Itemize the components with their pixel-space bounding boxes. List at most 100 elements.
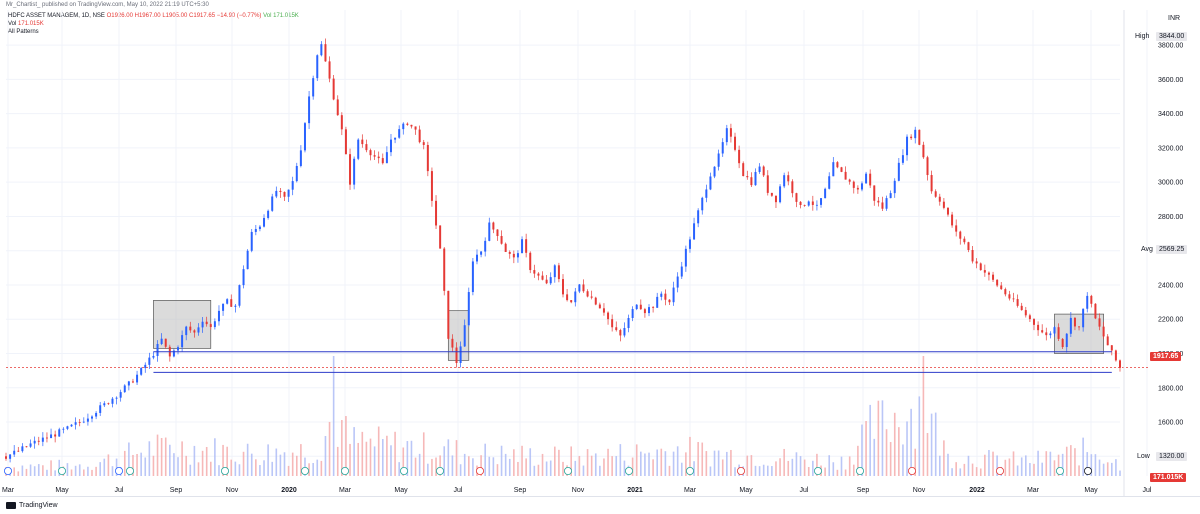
volume-bar	[336, 446, 339, 476]
candle-body	[459, 346, 462, 363]
candle-body	[1069, 317, 1072, 334]
candle-body	[287, 189, 290, 197]
time-axis[interactable]: Mar May Jul Sep Nov 2020 Mar May Jul Sep Nov 2021 Ma…	[2, 487, 1152, 494]
symbol-label[interactable]: HDFC ASSET MANAGEM, 1D, NSE	[8, 13, 105, 19]
last-volume-badge: 171.015K	[1150, 473, 1187, 482]
candle-body	[238, 285, 241, 306]
volume-bar	[1029, 463, 1031, 476]
volume-bar	[504, 453, 507, 476]
candle-body	[488, 222, 491, 241]
volume-bar	[156, 434, 159, 476]
candle-body	[172, 350, 175, 357]
volume-bar	[1074, 448, 1076, 476]
close-value: C1917.65	[189, 13, 216, 19]
volume-bar	[734, 467, 736, 476]
volume-bar	[111, 466, 114, 476]
candle-body	[705, 189, 708, 198]
event-marker-icon	[58, 466, 67, 475]
volume-bar	[836, 469, 839, 476]
event-marker-icon	[4, 466, 12, 475]
patterns-label[interactable]: All Patterns	[8, 29, 39, 35]
volume-bar	[529, 448, 532, 476]
volume-bar	[631, 457, 634, 476]
candle-body	[1057, 327, 1060, 339]
candle-body	[910, 136, 913, 139]
candle-body	[58, 429, 61, 437]
volume-bar	[906, 421, 908, 476]
volume-bar	[472, 458, 474, 476]
candle-body	[357, 139, 360, 159]
volume-bar	[455, 440, 458, 476]
volume-bar	[197, 462, 200, 476]
event-marker-icon	[564, 466, 573, 475]
volume-bar	[938, 455, 941, 476]
volume-bar	[144, 457, 147, 476]
candle-body	[349, 154, 352, 185]
volume-bar	[341, 420, 343, 476]
candle-body	[115, 397, 118, 399]
tradingview-logo[interactable]: TradingView	[6, 502, 58, 509]
candle-body	[570, 300, 573, 303]
candle-body	[639, 304, 642, 310]
candle-body	[70, 424, 73, 427]
volume-bar	[238, 464, 241, 476]
volume-bar	[705, 451, 708, 476]
volume-bar	[611, 456, 613, 476]
candle-body	[234, 305, 237, 307]
candle-body	[140, 368, 143, 375]
volume-bar	[37, 464, 40, 476]
candle-body	[840, 167, 843, 172]
volume-bar	[263, 460, 265, 476]
candle-body	[1110, 345, 1113, 351]
volume-bar	[402, 447, 405, 476]
volume-bar	[517, 461, 519, 476]
event-marker-icon	[399, 466, 408, 475]
volume-bar	[701, 442, 704, 476]
candle-body	[50, 434, 53, 439]
currency-label: INR	[1168, 15, 1181, 22]
volume-bar	[1025, 455, 1027, 476]
volume-bar	[1053, 460, 1056, 476]
volume-bar	[386, 435, 388, 476]
candle-body	[963, 238, 966, 243]
candle-body	[946, 207, 949, 215]
volume-bar	[373, 446, 376, 476]
candle-body	[586, 291, 589, 297]
time-tick-label: Jul	[454, 487, 463, 494]
time-tick-label: May	[1084, 487, 1098, 494]
volume-bar	[791, 458, 794, 476]
candle-body	[836, 162, 839, 168]
volume-bar	[173, 453, 175, 476]
volume-bar	[209, 461, 212, 476]
candle-body	[701, 197, 704, 211]
candle-body	[389, 139, 392, 153]
candle-body	[873, 185, 876, 201]
candle-body	[852, 181, 855, 188]
candle-body	[119, 392, 122, 398]
volume-bar	[844, 469, 847, 476]
candle-body	[574, 291, 577, 303]
candle-body	[860, 183, 863, 190]
volume-bar	[414, 457, 417, 476]
open-value: O1926.00	[106, 13, 133, 19]
volume-bar	[205, 446, 208, 476]
volume-bar	[185, 455, 188, 476]
volume-bar	[435, 457, 437, 476]
candle-body	[648, 307, 651, 314]
volume-bar	[103, 458, 106, 476]
candle-body	[41, 437, 44, 442]
volume-bar	[971, 463, 974, 476]
candle-body	[340, 115, 343, 130]
volume-bar	[345, 416, 347, 476]
volume-bar	[275, 448, 278, 476]
volume-bar	[87, 466, 89, 476]
volume-bar	[578, 455, 581, 476]
volume-bar	[259, 465, 261, 476]
pattern-box	[1054, 313, 1104, 354]
candle-body	[328, 61, 331, 79]
volume-bar	[287, 465, 290, 476]
avg-value-badge: 2569.25	[1156, 245, 1188, 254]
volume-bar	[914, 448, 917, 476]
candle-body	[856, 187, 859, 190]
